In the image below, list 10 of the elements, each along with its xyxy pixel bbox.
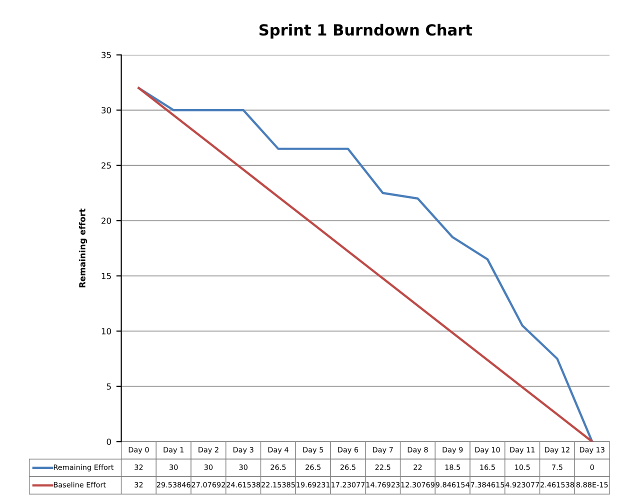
y-tick-label: 25 (102, 162, 111, 169)
y-tick-label: 15 (102, 272, 111, 280)
y-axis-title: Remaining effort (78, 208, 88, 288)
y-tick-label: 20 (102, 218, 112, 224)
y-tick-label: 10 (102, 328, 112, 334)
y-tick-label: 5 (106, 383, 111, 390)
y-tick-label: 30 (102, 107, 112, 114)
y-tick-label: 0 (106, 438, 112, 445)
chart-title: Sprint 1 Burndown Chart (259, 24, 472, 39)
y-tick-label: 35 (102, 52, 111, 58)
